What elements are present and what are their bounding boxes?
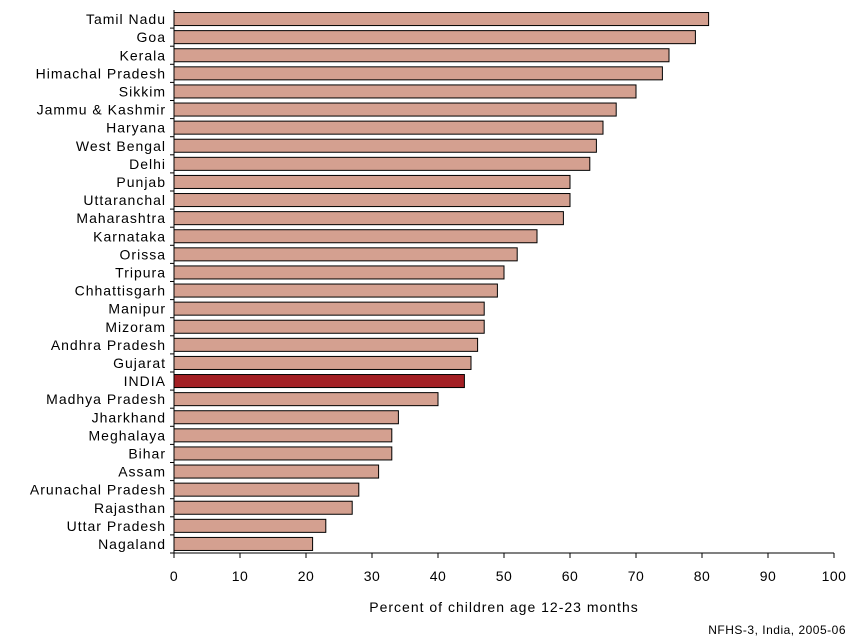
bar-delhi xyxy=(173,156,591,171)
category-label-gujarat: Gujarat xyxy=(113,355,166,371)
category-label-kerala: Kerala xyxy=(120,47,166,63)
category-label-maharashtra: Maharashtra xyxy=(76,210,166,226)
x-axis-ticks: 0 10 20 30 40 50 60 70 80 90 100 xyxy=(170,553,847,584)
x-tick-label: 70 xyxy=(628,568,645,584)
category-label-assam: Assam xyxy=(118,464,166,480)
category-label-karnataka: Karnataka xyxy=(93,228,166,244)
category-label-uttar-pradesh: Uttar Pradesh xyxy=(67,518,166,534)
bar-india xyxy=(173,374,465,389)
category-label-haryana: Haryana xyxy=(106,120,166,136)
category-label-goa: Goa xyxy=(137,29,166,45)
x-tick-label: 40 xyxy=(430,568,447,584)
bar-uttaranchal xyxy=(173,193,571,208)
category-label-west-bengal: West Bengal xyxy=(76,138,166,154)
bar-haryana xyxy=(173,120,604,135)
x-tick-label: 100 xyxy=(822,568,847,584)
category-label-tamil-nadu: Tamil Nadu xyxy=(86,11,166,27)
category-label-arunachal-pradesh: Arunachal Pradesh xyxy=(30,482,166,498)
category-label-madhya-pradesh: Madhya Pradesh xyxy=(46,391,166,407)
bar-arunachal-pradesh xyxy=(173,482,360,497)
category-label-punjab: Punjab xyxy=(116,174,166,190)
bar-assam xyxy=(173,464,380,479)
x-tick-label: 20 xyxy=(298,568,315,584)
bar-kerala xyxy=(173,48,670,63)
category-labels: Tamil Nadu Goa Kerala Himachal Pradesh Sikki… xyxy=(30,11,174,554)
bar-chhattisgarh xyxy=(173,283,498,298)
category-label-jharkhand: Jharkhand xyxy=(92,409,166,425)
x-tick-label: 90 xyxy=(760,568,777,584)
x-tick-label: 30 xyxy=(364,568,381,584)
bar-orissa xyxy=(173,247,518,262)
category-label-himachal-pradesh: Himachal Pradesh xyxy=(36,65,166,81)
bar-andhra-pradesh xyxy=(173,337,479,352)
category-label-mizoram: Mizoram xyxy=(105,319,166,335)
bar-karnataka xyxy=(173,229,538,244)
bar-nagaland xyxy=(173,536,314,551)
bar-meghalaya xyxy=(173,428,393,443)
category-label-meghalaya: Meghalaya xyxy=(89,427,167,443)
category-label-jammu-kashmir: Jammu & Kashmir xyxy=(37,102,166,118)
bar-bihar xyxy=(173,446,393,461)
category-label-andhra-pradesh: Andhra Pradesh xyxy=(51,337,166,353)
bar-jharkhand xyxy=(173,410,399,425)
category-label-india: INDIA xyxy=(124,373,166,389)
bar-goa xyxy=(173,30,696,45)
category-label-delhi: Delhi xyxy=(129,156,166,172)
x-tick-label: 0 xyxy=(170,568,178,584)
category-label-manipur: Manipur xyxy=(108,301,166,317)
source-note: NFHS-3, India, 2005-06 xyxy=(708,623,846,637)
bar-rajasthan xyxy=(173,500,353,515)
x-tick-label: 80 xyxy=(694,568,711,584)
bar-sikkim xyxy=(173,84,637,99)
x-tick-label: 60 xyxy=(562,568,579,584)
bar-himachal-pradesh xyxy=(173,66,663,81)
bar-west-bengal xyxy=(173,138,597,153)
category-label-chhattisgarh: Chhattisgarh xyxy=(75,283,166,299)
category-label-rajasthan: Rajasthan xyxy=(94,500,166,516)
bar-gujarat xyxy=(173,355,472,370)
category-label-orissa: Orissa xyxy=(120,246,166,262)
bars-layer xyxy=(173,12,710,551)
bar-uttar-pradesh xyxy=(173,518,327,533)
category-label-nagaland: Nagaland xyxy=(98,536,166,552)
bar-manipur xyxy=(173,301,485,316)
category-label-uttaranchal: Uttaranchal xyxy=(83,192,166,208)
bar-jammu-kashmir xyxy=(173,102,617,117)
x-axis-title: Percent of children age 12-23 months xyxy=(369,599,638,615)
bar-maharashtra xyxy=(173,211,564,226)
bar-mizoram xyxy=(173,319,485,334)
bar-punjab xyxy=(173,174,571,189)
category-label-tripura: Tripura xyxy=(115,264,166,280)
bar-madhya-pradesh xyxy=(173,392,439,407)
category-label-sikkim: Sikkim xyxy=(119,83,166,99)
x-tick-label: 10 xyxy=(232,568,249,584)
category-label-bihar: Bihar xyxy=(128,445,166,461)
bar-tamil-nadu xyxy=(173,12,710,27)
bar-tripura xyxy=(173,265,505,280)
x-tick-label: 50 xyxy=(496,568,513,584)
